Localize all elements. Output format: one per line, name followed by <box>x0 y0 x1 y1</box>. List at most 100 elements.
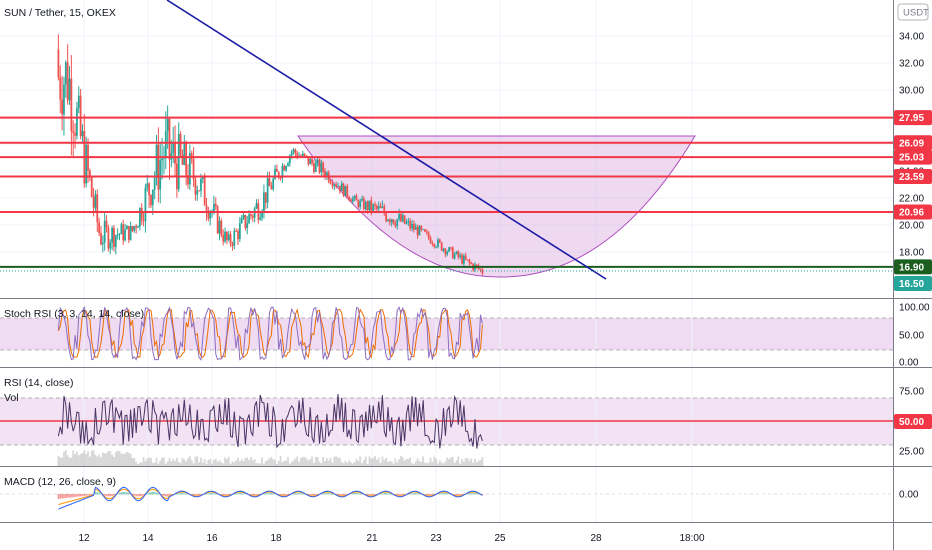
volume-bar <box>222 463 225 466</box>
volume-bar <box>135 461 138 466</box>
macd-hist-bar <box>63 494 65 499</box>
stoch-k-line <box>57 305 483 361</box>
volume-bar <box>292 460 295 466</box>
candle-body <box>342 183 345 196</box>
volume-bar <box>253 459 256 466</box>
macd-hist-bar <box>383 493 386 495</box>
volume-bar <box>179 463 182 466</box>
macd-hist-bar <box>94 492 97 495</box>
candle-body <box>422 229 425 231</box>
volume-bar <box>383 459 386 466</box>
volume-bar <box>203 459 206 466</box>
volume-bar <box>68 457 71 466</box>
candle-body <box>185 143 188 176</box>
candle-body <box>192 159 195 180</box>
volume-bar <box>238 461 241 466</box>
volume-bar <box>196 456 199 466</box>
candle-body <box>363 198 365 210</box>
macd-hist-bar <box>427 494 430 496</box>
macd-hist-bar <box>459 494 461 496</box>
candle-body <box>242 215 245 219</box>
candle-body <box>135 226 138 228</box>
candle-body <box>246 223 249 229</box>
macd-hist-bar <box>61 494 63 499</box>
stoch-rsi-legend[interactable]: Stoch RSI (3, 3, 14, 14, close) <box>4 308 144 320</box>
volume-bar <box>355 458 358 466</box>
candle-body <box>442 248 445 251</box>
level-tag-value: 16.90 <box>899 262 924 273</box>
candle-body <box>374 204 376 206</box>
volume-bars <box>57 450 484 466</box>
volume-bar <box>420 461 423 466</box>
currency-button-label[interactable]: USDT <box>903 8 929 19</box>
volume-bar <box>425 463 428 466</box>
macd-hist-bar <box>200 494 202 495</box>
volume-bar <box>388 461 391 466</box>
volume-bar <box>479 459 482 466</box>
macd-line <box>58 486 483 510</box>
volume-bar <box>455 460 458 466</box>
stoch-axis[interactable]: 100.00 50.00 0.00 <box>899 303 930 369</box>
macd-hist-bar <box>226 494 228 496</box>
macd-hist-bar <box>296 493 299 495</box>
candle-body <box>79 95 82 137</box>
candle-body <box>455 251 458 255</box>
candle-body <box>468 259 471 263</box>
volume-legend[interactable]: Vol <box>4 392 19 404</box>
time-tick-label: 21 <box>366 533 378 544</box>
volume-bar <box>161 457 163 466</box>
candle-body <box>333 184 336 187</box>
candle-body <box>196 190 199 195</box>
candle-body <box>61 99 64 115</box>
rsi-axis[interactable]: 75.00 25.00 <box>899 387 924 458</box>
macd-hist-bar <box>126 492 128 495</box>
candle-body <box>144 187 147 222</box>
macd-axis[interactable]: 0.00 <box>899 490 919 501</box>
price-tick-label: 32.00 <box>899 59 924 70</box>
candle-body <box>481 269 484 274</box>
macd-hist-bar <box>116 493 119 495</box>
volume-bar <box>331 462 334 466</box>
volume-bar <box>277 460 280 466</box>
macd-hist-bar <box>455 494 458 496</box>
macd-hist-bar <box>164 494 167 497</box>
candle-body <box>183 143 186 165</box>
symbol-legend[interactable]: SUN / Tether, 15, OKEX <box>4 7 116 19</box>
currency-button[interactable]: USDT <box>897 3 929 21</box>
macd-hist-bar <box>266 493 269 495</box>
volume-bar <box>472 462 475 466</box>
horizontal-levels[interactable] <box>0 116 893 268</box>
rsi-tick-label: 25.00 <box>899 447 924 458</box>
macd-hist-bar <box>66 494 69 498</box>
macd-hist-bar <box>194 494 197 496</box>
macd-hist-bar <box>222 494 224 496</box>
candle-body <box>153 177 156 190</box>
candle-body <box>74 133 76 136</box>
level-tag-value: 23.59 <box>899 172 924 183</box>
volume-bar <box>159 460 162 466</box>
volume-bar <box>114 452 117 466</box>
volume-bar <box>385 457 388 466</box>
candle-body <box>350 199 352 202</box>
macd-hist-bar <box>85 494 87 496</box>
macd-hist-bar <box>440 493 443 495</box>
volume-bar <box>116 450 119 466</box>
volume-bar <box>233 462 236 466</box>
macd-hist-bar <box>111 494 113 497</box>
rsi-legend[interactable]: RSI (14, close) <box>4 377 73 389</box>
macd-hist-bar <box>413 493 415 495</box>
time-axis[interactable]: 12 14 16 18 21 23 25 28 18:00 <box>78 533 705 544</box>
macd-legend[interactable]: MACD (12, 26, close, 9) <box>4 476 116 488</box>
macd-hist-bar <box>240 493 243 495</box>
macd-hist-bar <box>453 494 456 496</box>
candle-body <box>248 214 251 224</box>
descending-trendline[interactable] <box>166 0 607 280</box>
volume-bar <box>61 457 64 466</box>
macd-hist-bar <box>311 494 313 496</box>
candle-body <box>437 239 439 247</box>
volume-bar <box>459 463 462 466</box>
candle-body <box>409 221 412 229</box>
volume-bar <box>363 459 365 466</box>
